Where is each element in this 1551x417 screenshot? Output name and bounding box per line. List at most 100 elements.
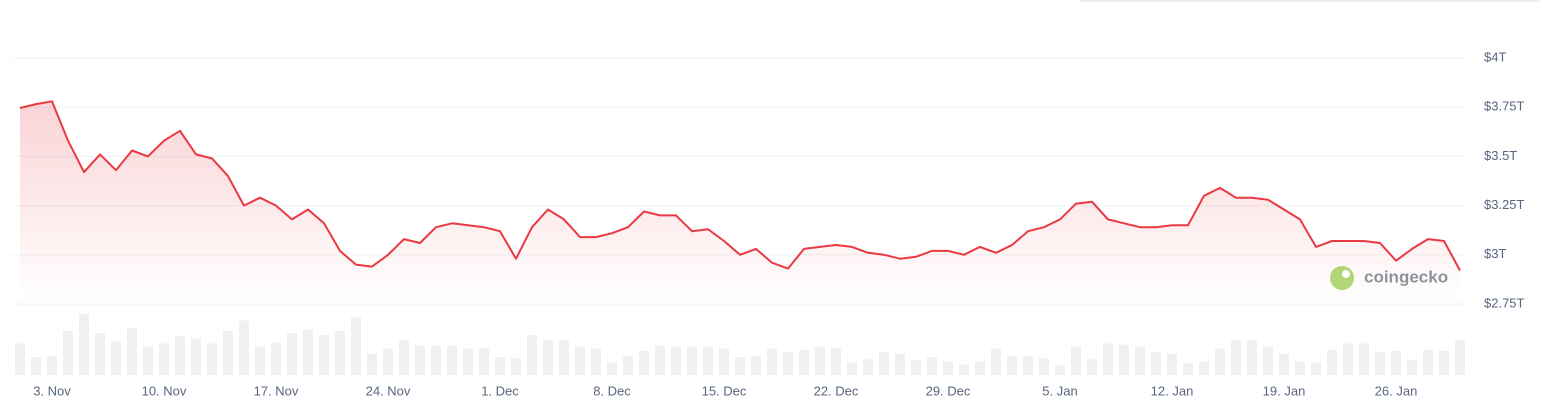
volume-bar — [95, 333, 105, 375]
volume-bar — [1135, 346, 1145, 375]
volume-bar — [1007, 356, 1017, 375]
volume-bar — [1119, 344, 1129, 375]
volume-bar — [175, 336, 185, 375]
volume-bar — [1375, 351, 1385, 375]
volume-bar — [783, 351, 793, 375]
volume-bar — [1407, 360, 1417, 375]
volume-bar — [559, 340, 569, 375]
volume-bar — [31, 357, 41, 375]
volume-bar — [159, 343, 169, 375]
volume-bar — [143, 346, 153, 375]
volume-bar — [1231, 340, 1241, 375]
x-tick-label: 3. Nov — [33, 383, 71, 398]
volume-bar — [1327, 349, 1337, 375]
volume-bar — [639, 350, 649, 375]
volume-bar — [1359, 343, 1369, 375]
volume-bar — [959, 364, 969, 375]
volume-bar — [351, 317, 361, 375]
y-tick-label: $3.75T — [1484, 99, 1525, 114]
volume-bar — [415, 345, 425, 375]
volume-bar — [895, 354, 905, 375]
volume-bar — [255, 346, 265, 375]
volume-bar — [1055, 365, 1065, 375]
x-tick-label: 1. Dec — [481, 383, 519, 398]
volume-bar — [271, 342, 281, 375]
volume-bar — [303, 329, 313, 375]
x-tick-label: 12. Jan — [1151, 383, 1194, 398]
volume-bar — [1199, 361, 1209, 375]
volume-bar — [79, 314, 89, 375]
volume-bar — [591, 348, 601, 375]
volume-bar — [1279, 354, 1289, 375]
volume-bar — [191, 338, 201, 375]
x-tick-label: 5. Jan — [1042, 383, 1077, 398]
volume-bar — [223, 330, 233, 375]
y-tick-label: $2.75T — [1484, 295, 1525, 310]
volume-bar — [879, 351, 889, 375]
volume-bar — [719, 348, 729, 375]
volume-bar — [1071, 346, 1081, 375]
volume-bar — [367, 354, 377, 375]
volume-bar — [431, 345, 441, 375]
volume-bar — [863, 359, 873, 375]
volume-bar — [1215, 348, 1225, 375]
volume-bar — [383, 348, 393, 375]
volume-bar — [1391, 350, 1401, 375]
volume-bar — [335, 330, 345, 375]
volume-bar — [1343, 343, 1353, 375]
volume-bar — [799, 349, 809, 375]
volume-bar — [111, 341, 121, 375]
volume-bar — [479, 347, 489, 375]
x-tick-label: 24. Nov — [366, 383, 411, 398]
x-tick-label: 8. Dec — [593, 383, 631, 398]
volume-bar — [943, 361, 953, 375]
volume-bar — [207, 343, 217, 375]
volume-bar — [687, 346, 697, 375]
volume-bar — [735, 357, 745, 375]
volume-bar — [399, 340, 409, 375]
area — [20, 101, 1460, 304]
volume-bar — [1167, 354, 1177, 375]
volume-bar — [287, 333, 297, 375]
volume-bar — [1247, 340, 1257, 375]
volume-bar — [847, 362, 857, 375]
volume-bar — [1439, 350, 1449, 375]
volume-bar — [15, 343, 25, 375]
volume-bar — [815, 346, 825, 375]
volume-bar — [623, 356, 633, 375]
y-tick-label: $3T — [1484, 246, 1506, 261]
volume-bar — [1311, 362, 1321, 375]
volume-bar — [751, 356, 761, 375]
volume-bar — [447, 345, 457, 375]
volume-bar — [1103, 343, 1113, 375]
volume-bar — [671, 346, 681, 375]
toolbar-edge — [1080, 0, 1540, 2]
volume-bar — [1183, 363, 1193, 375]
x-tick-label: 22. Dec — [814, 383, 859, 398]
volume-bar — [1023, 356, 1033, 375]
watermark: coingecko — [1330, 266, 1448, 290]
volume-bar — [463, 348, 473, 375]
volume-bar — [1455, 340, 1465, 375]
volume-bar — [527, 335, 537, 375]
line — [19, 100, 1461, 271]
volume-bar — [831, 347, 841, 375]
y-tick-label: $3.25T — [1484, 197, 1525, 212]
x-tick-label: 26. Jan — [1375, 383, 1418, 398]
volume-bar — [47, 356, 57, 375]
watermark-eye — [1342, 270, 1350, 278]
volume-bar — [511, 358, 521, 375]
volume-bar — [927, 357, 937, 375]
x-tick-label: 29. Dec — [926, 383, 971, 398]
x-tick-label: 19. Jan — [1263, 383, 1306, 398]
volume-bar — [1087, 359, 1097, 375]
volume-bar — [1039, 358, 1049, 375]
x-tick-label: 10. Nov — [142, 383, 187, 398]
volume-bar — [495, 357, 505, 375]
volume-bar — [319, 335, 329, 375]
volume-bar — [1263, 346, 1273, 375]
volume-bar — [655, 345, 665, 375]
volume-bar — [63, 330, 73, 375]
